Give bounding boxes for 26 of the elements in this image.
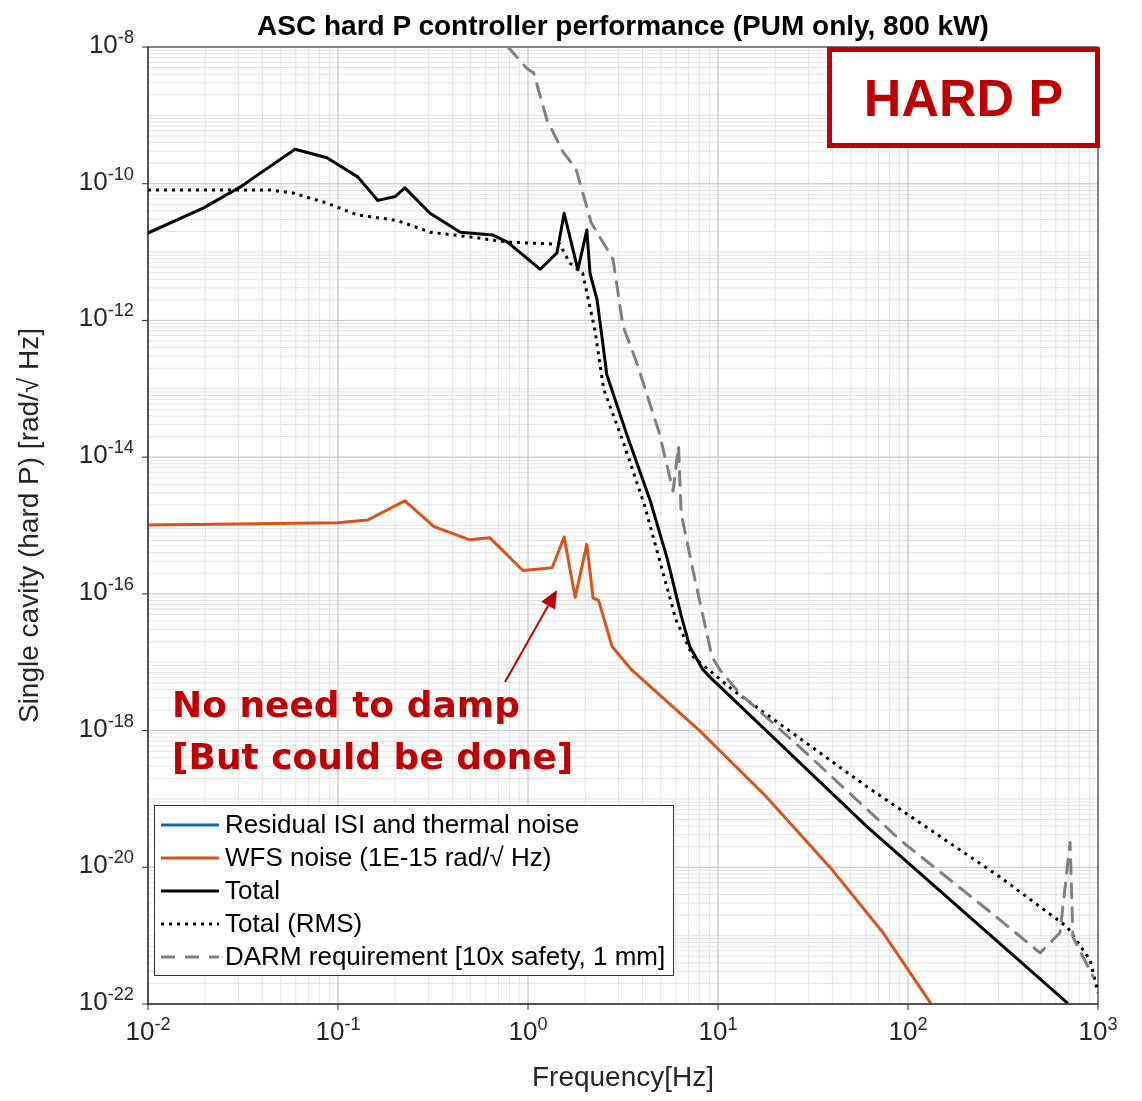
y-tick-label: 10$^{-8}$ (88, 27, 134, 59)
x-tick-label: 10$^{2}$ (888, 1014, 928, 1046)
x-axis-title: Frequency[Hz] (531, 1061, 715, 1092)
annotation: No need to damp (172, 684, 520, 725)
legend-label: Total (RMS) (225, 907, 363, 940)
y-axis-title: Single cavity (hard P) [rad/√ Hz] (12, 327, 44, 724)
chart-title: ASC hard P controller performance (PUM only, 800 kW) (256, 10, 990, 42)
y-tick-label: 10$^{-16}$ (78, 573, 134, 606)
x-tick-label: 10$^{1}$ (698, 1014, 738, 1046)
y-tick-label: 10$^{-20}$ (78, 847, 134, 880)
legend-label: Residual ISI and thermal noise (225, 808, 580, 841)
legend-label: WFS noise (1E-15 rad/√ Hz) (225, 841, 552, 874)
x-tick-label: 10$^{-2}$ (125, 1014, 171, 1046)
x-tick-label: 10$^{-1}$ (315, 1014, 361, 1046)
x-tick-label: 10$^{3}$ (1078, 1014, 1118, 1046)
y-tick-label: 10$^{-12}$ (78, 300, 134, 333)
label-box: HARD P (827, 47, 1100, 148)
annotation: HARD P (863, 67, 1064, 128)
annotation: [But could be done] (172, 736, 574, 777)
y-tick-label: 10$^{-22}$ (78, 984, 134, 1016)
y-tick-label: 10$^{-18}$ (78, 710, 134, 743)
y-tick-label: 10$^{-14}$ (78, 437, 134, 470)
legend-label: DARM requirement [10x safety, 1 mm] (225, 940, 666, 973)
x-tick-label: 10$^{0}$ (508, 1014, 548, 1046)
y-tick-label: 10$^{-10}$ (78, 163, 134, 196)
legend-label: Total (225, 874, 280, 907)
